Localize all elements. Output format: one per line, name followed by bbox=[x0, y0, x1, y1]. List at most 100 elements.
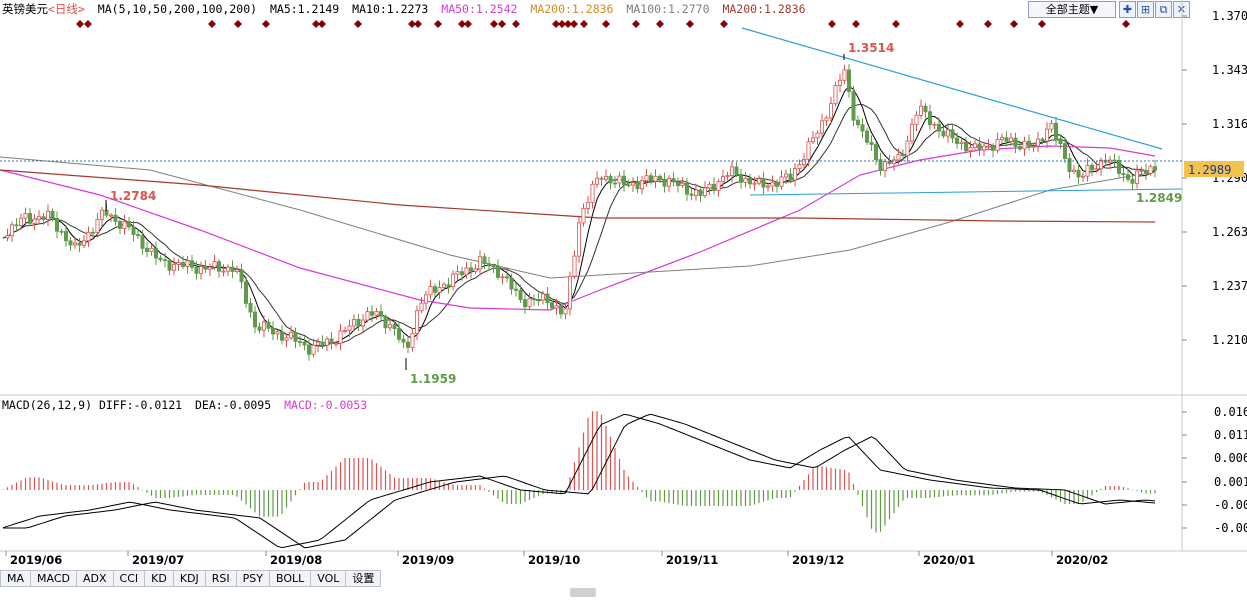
candle-body bbox=[1063, 143, 1068, 159]
macd-bar bbox=[807, 474, 810, 490]
macd-bar bbox=[933, 490, 936, 498]
macd-bar bbox=[731, 490, 733, 506]
macd-bar bbox=[735, 490, 738, 506]
candle-body bbox=[64, 231, 69, 242]
candle-body bbox=[82, 240, 87, 246]
macd-bar bbox=[582, 432, 585, 490]
macd-bar bbox=[443, 482, 445, 490]
crosshair-icon[interactable]: ✚ bbox=[1119, 1, 1136, 18]
tab-kd[interactable]: KD bbox=[145, 570, 174, 587]
grid-icon[interactable]: ⊞ bbox=[1137, 1, 1154, 18]
macd-bar bbox=[924, 490, 927, 498]
macd-bar bbox=[195, 490, 198, 495]
candle-body bbox=[428, 286, 433, 296]
candle-body bbox=[694, 189, 699, 196]
candle-body bbox=[41, 216, 46, 220]
candle-body bbox=[162, 259, 167, 262]
candle-body bbox=[865, 130, 870, 143]
ma10-value: MA10:1.2273 bbox=[352, 2, 429, 16]
candle-body bbox=[797, 164, 802, 170]
tab-ma[interactable]: MA bbox=[0, 570, 32, 587]
macd-bar bbox=[380, 466, 382, 490]
candle-body bbox=[698, 189, 703, 197]
candle-body bbox=[968, 147, 973, 152]
tab-macd[interactable]: MACD bbox=[31, 570, 77, 587]
macd-bar bbox=[897, 490, 900, 507]
candle-body bbox=[1045, 128, 1050, 142]
candle-body bbox=[1013, 137, 1018, 147]
candle-body bbox=[288, 332, 293, 339]
macd-bar bbox=[1154, 490, 1156, 494]
candle-body bbox=[432, 286, 437, 293]
candle-body bbox=[545, 293, 550, 304]
date-label: 2019/08 bbox=[270, 553, 322, 567]
candle-body bbox=[874, 144, 879, 160]
scroll-indicator[interactable] bbox=[570, 588, 596, 597]
tab-boll[interactable]: BOLL bbox=[269, 570, 312, 587]
candle-body bbox=[649, 175, 654, 182]
macd-bar bbox=[231, 490, 234, 495]
macd-bar bbox=[254, 490, 256, 513]
tab-rsi[interactable]: RSI bbox=[205, 570, 237, 587]
macd-bar bbox=[411, 478, 414, 490]
candle-body bbox=[950, 129, 955, 139]
restore-icon[interactable]: ⧉ bbox=[1155, 1, 1172, 18]
ma200b-value: MA200:1.2836 bbox=[722, 2, 806, 16]
candle-body bbox=[149, 247, 154, 252]
macd-bar bbox=[1145, 490, 1147, 494]
macd-bar bbox=[483, 488, 486, 490]
macd-tick-label: 0.0017 bbox=[1214, 475, 1247, 489]
macd-bar bbox=[974, 490, 976, 496]
tab-cci[interactable]: CCI bbox=[113, 570, 146, 587]
tab-adx[interactable]: ADX bbox=[77, 570, 114, 587]
candle-body bbox=[986, 145, 991, 148]
candle-body bbox=[743, 177, 748, 183]
candle-body bbox=[770, 181, 775, 187]
macd-bar bbox=[299, 488, 301, 490]
macd-bar bbox=[276, 490, 279, 517]
candle-body bbox=[18, 217, 23, 226]
period-label[interactable]: <日线> bbox=[48, 2, 85, 16]
candle-body bbox=[932, 123, 937, 126]
macd-bar bbox=[209, 490, 211, 495]
candle-body bbox=[1067, 158, 1072, 172]
candle-body bbox=[721, 176, 726, 183]
candle-body bbox=[207, 266, 212, 270]
price-tick-label: 1.2636 bbox=[1212, 225, 1247, 239]
tab-vol[interactable]: VOL bbox=[311, 570, 347, 587]
macd-bar bbox=[479, 485, 481, 490]
macd-bar bbox=[978, 490, 981, 496]
event-marker bbox=[498, 20, 506, 28]
macd-bar bbox=[789, 490, 792, 498]
macd-bar bbox=[600, 414, 603, 490]
candle-body bbox=[266, 321, 271, 329]
macd-bar bbox=[650, 490, 652, 502]
candle-body bbox=[324, 338, 329, 346]
macd-bar bbox=[906, 490, 909, 498]
candle-body bbox=[387, 324, 392, 329]
event-marker bbox=[414, 20, 422, 28]
candle-body bbox=[437, 287, 442, 293]
tab-psy[interactable]: PSY bbox=[236, 570, 270, 587]
macd-bar bbox=[870, 490, 873, 529]
macd-bar bbox=[816, 466, 819, 490]
macd-bar bbox=[875, 490, 877, 533]
event-marker bbox=[956, 20, 964, 28]
candle-body bbox=[608, 175, 613, 184]
candle-body bbox=[338, 330, 343, 344]
theme-dropdown[interactable]: 全部主题▼ bbox=[1028, 1, 1116, 18]
macd-bar bbox=[1104, 486, 1107, 490]
macd-bar bbox=[605, 425, 607, 490]
macd-bar bbox=[1140, 490, 1143, 493]
macd-bar bbox=[245, 490, 247, 505]
candle-body bbox=[356, 318, 361, 327]
macd-bar bbox=[2, 489, 4, 490]
candle-body bbox=[234, 269, 239, 272]
tab-kdj[interactable]: KDJ bbox=[173, 570, 206, 587]
macd-bar bbox=[1059, 490, 1062, 502]
tab-settings[interactable]: 设置 bbox=[346, 570, 382, 587]
candle-body bbox=[613, 182, 618, 185]
candle-body bbox=[477, 256, 482, 270]
macd-bar bbox=[996, 490, 999, 495]
price-tick-label: 1.2103 bbox=[1212, 333, 1247, 347]
